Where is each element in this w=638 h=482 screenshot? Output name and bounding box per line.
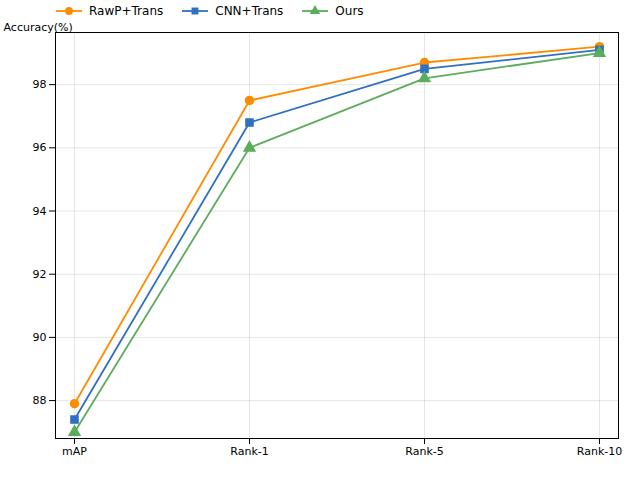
- svg-text:Rank-10: Rank-10: [577, 445, 622, 458]
- svg-text:92: 92: [33, 268, 47, 281]
- svg-text:96: 96: [33, 141, 47, 154]
- svg-text:Rank-5: Rank-5: [405, 445, 443, 458]
- svg-text:90: 90: [33, 331, 47, 344]
- html-text:Ours: Ours: [335, 4, 364, 18]
- html-text:RawP+Trans: RawP+Trans: [89, 4, 164, 18]
- svg-text:Accuracy(%): Accuracy(%): [3, 21, 73, 35]
- svg-text:94: 94: [33, 205, 47, 218]
- svg-text:mAP: mAP: [62, 445, 87, 458]
- html-text:CNN+Trans: CNN+Trans: [215, 4, 284, 18]
- svg-text:98: 98: [33, 78, 47, 91]
- svg-text:88: 88: [33, 394, 47, 407]
- svg-text:Rank-1: Rank-1: [230, 445, 268, 458]
